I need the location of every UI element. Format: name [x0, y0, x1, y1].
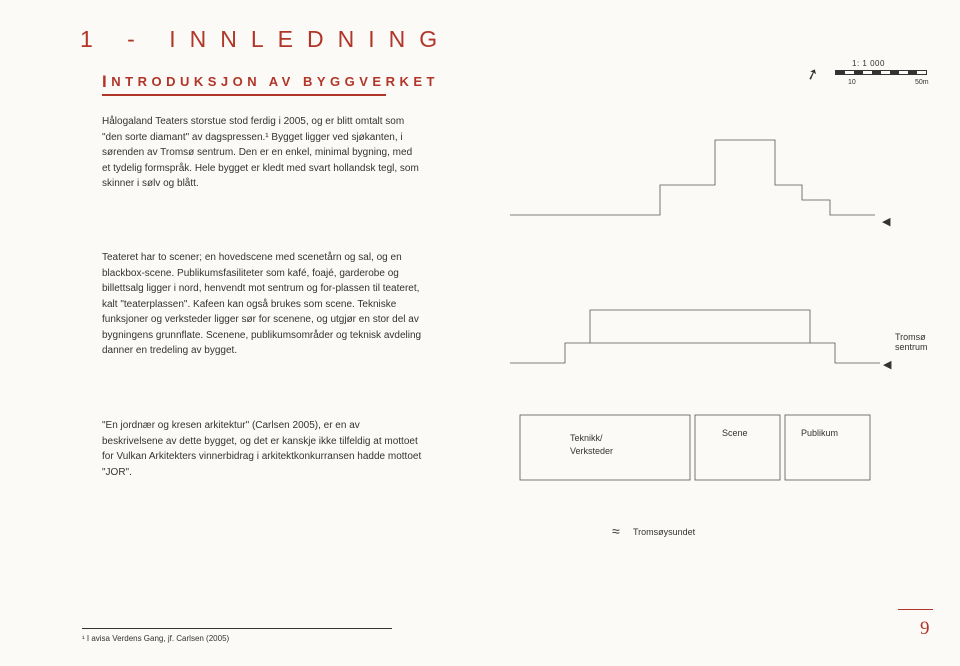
- north-arrow-icon: ➚: [803, 63, 821, 84]
- wave-icon: ≈: [612, 523, 620, 539]
- label-scene: Scene: [722, 428, 748, 438]
- section-rule: [102, 94, 386, 96]
- page-number-rule: [898, 609, 933, 610]
- label-sund: Tromsøysundet: [633, 527, 695, 537]
- paragraph-3: "En jordnær og kresen arkitektur" (Carls…: [102, 418, 422, 480]
- diagram-elevation: [510, 130, 880, 250]
- paragraph-2: Teateret har to scener; en hovedscene me…: [102, 250, 422, 359]
- scale-tick-10: 10: [848, 79, 856, 86]
- paragraph-1: Hålogaland Teaters storstue stod ferdig …: [102, 114, 422, 192]
- label-publikum: Publikum: [801, 428, 838, 438]
- scale-ratio: 1: 1 000: [852, 59, 885, 68]
- label-teknikk: Teknikk/ Verksteder: [570, 432, 613, 457]
- diagram-plan: [510, 298, 880, 398]
- section-initial: I: [102, 72, 111, 91]
- scale-bar: [835, 70, 927, 75]
- footnote-rule: [82, 628, 392, 629]
- label-teknikk-line2: Verksteder: [570, 446, 613, 456]
- arrow-left-icon-1: ◀: [882, 215, 890, 228]
- label-sentrum: Tromsø sentrum: [895, 332, 960, 352]
- page-number: 9: [920, 618, 930, 640]
- footnote: ¹ I avisa Verdens Gang, jf. Carlsen (200…: [82, 634, 229, 643]
- scale-tick-50m: 50m: [915, 79, 929, 86]
- chapter-title: 1 - INNLEDNING: [80, 26, 451, 53]
- arrow-left-icon-2: ◀: [883, 358, 891, 371]
- section-rest: NTRODUKSJON AV BYGGVERKET: [111, 74, 439, 89]
- label-teknikk-line1: Teknikk/: [570, 433, 603, 443]
- section-title: INTRODUKSJON AV BYGGVERKET: [102, 72, 439, 92]
